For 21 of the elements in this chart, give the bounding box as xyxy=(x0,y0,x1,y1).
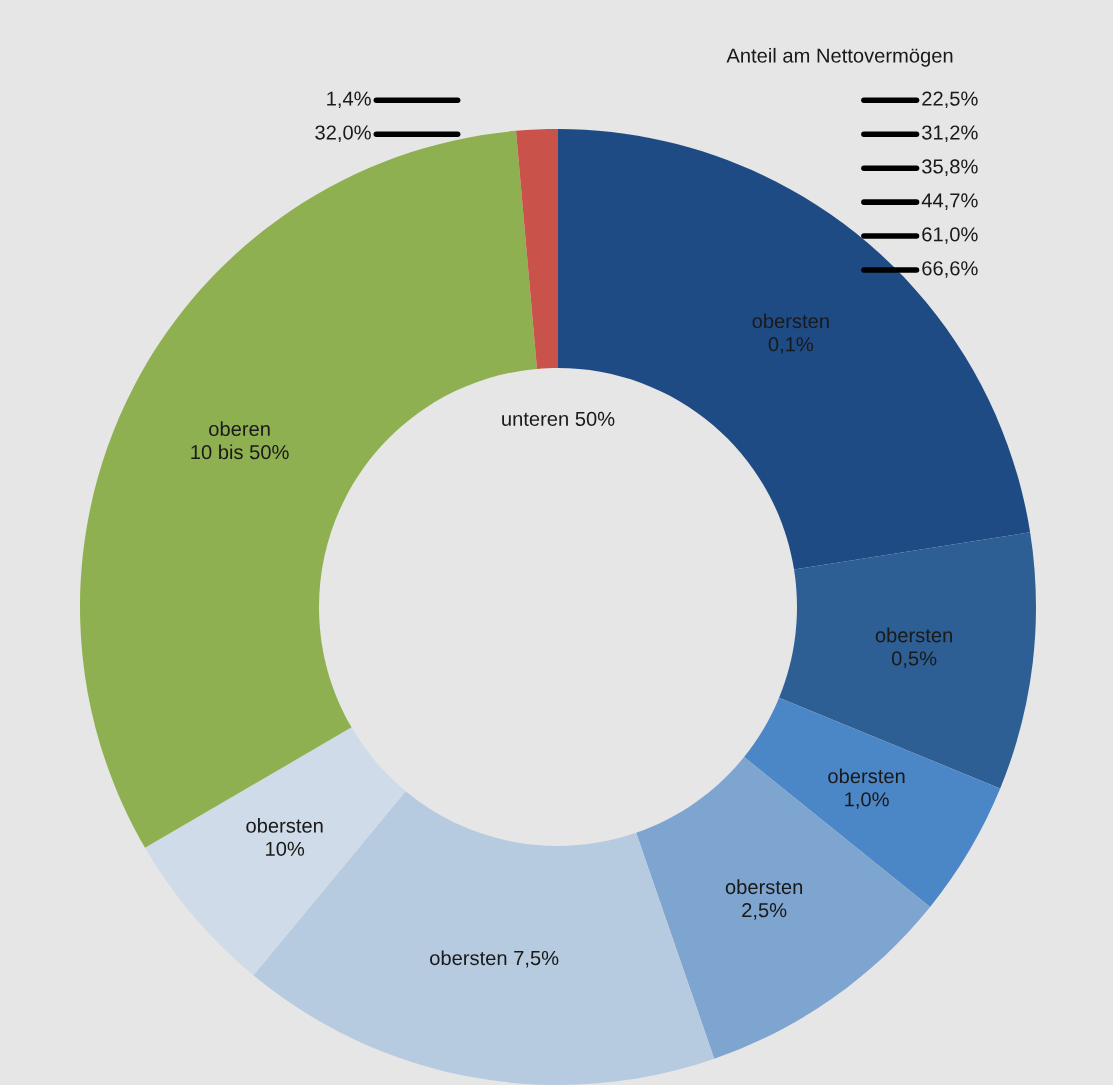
slice-label: oberen 10 bis 50% xyxy=(191,421,289,460)
donut-slice xyxy=(779,532,1036,789)
donut-slice xyxy=(145,727,406,976)
slice-label: unteren 50% xyxy=(502,411,615,426)
slice-label: obersten 0,1% xyxy=(752,313,829,354)
text: 35,8% xyxy=(922,159,978,176)
slice-label: obersten 0,5% xyxy=(875,627,952,668)
slice-label: obersten 1,0% xyxy=(828,768,905,809)
text: 44,7% xyxy=(921,193,978,210)
slice-label: obersten 10% xyxy=(246,818,323,856)
text: 1,4% xyxy=(327,91,371,109)
text: 22,5% xyxy=(922,91,978,109)
text: 31,2% xyxy=(922,125,978,143)
donut-slice xyxy=(516,129,558,369)
donut-slice xyxy=(636,757,931,1059)
text: 66,6% xyxy=(922,261,978,278)
slice-label: obersten 7,5% xyxy=(430,950,559,968)
text: 61,0% xyxy=(922,227,978,244)
text: Anteil am Nettovermögen xyxy=(726,47,953,67)
slice-label: obersten 2,5% xyxy=(725,879,803,920)
text: 32,0% xyxy=(315,125,371,143)
